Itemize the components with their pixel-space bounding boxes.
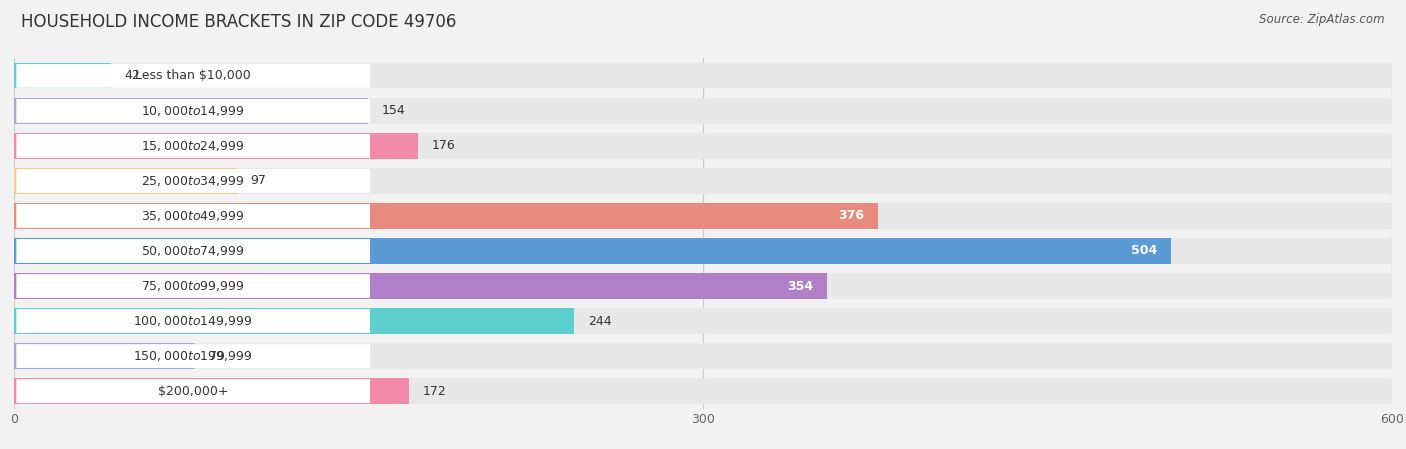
Bar bbox=[14, 273, 827, 299]
FancyBboxPatch shape bbox=[17, 274, 370, 298]
Bar bbox=[14, 168, 1392, 194]
FancyBboxPatch shape bbox=[17, 309, 370, 333]
Bar bbox=[14, 63, 1392, 88]
FancyBboxPatch shape bbox=[17, 134, 370, 158]
FancyBboxPatch shape bbox=[17, 204, 370, 228]
FancyBboxPatch shape bbox=[17, 169, 370, 193]
Text: $50,000 to $74,999: $50,000 to $74,999 bbox=[142, 244, 245, 258]
Text: 97: 97 bbox=[250, 175, 267, 187]
Bar bbox=[14, 343, 195, 369]
Bar bbox=[14, 379, 409, 404]
Text: $15,000 to $24,999: $15,000 to $24,999 bbox=[142, 139, 245, 153]
Text: $10,000 to $14,999: $10,000 to $14,999 bbox=[142, 104, 245, 118]
Bar bbox=[14, 203, 1392, 229]
FancyBboxPatch shape bbox=[17, 239, 370, 263]
Text: $150,000 to $199,999: $150,000 to $199,999 bbox=[134, 349, 253, 363]
FancyBboxPatch shape bbox=[17, 99, 370, 123]
Text: 354: 354 bbox=[787, 280, 813, 292]
Text: HOUSEHOLD INCOME BRACKETS IN ZIP CODE 49706: HOUSEHOLD INCOME BRACKETS IN ZIP CODE 49… bbox=[21, 13, 457, 31]
Bar bbox=[14, 379, 1392, 404]
Text: 244: 244 bbox=[588, 315, 612, 327]
Bar bbox=[14, 238, 1392, 264]
Text: 172: 172 bbox=[423, 385, 447, 397]
Text: $25,000 to $34,999: $25,000 to $34,999 bbox=[142, 174, 245, 188]
Text: 79: 79 bbox=[209, 350, 225, 362]
FancyBboxPatch shape bbox=[17, 379, 370, 403]
Bar bbox=[14, 238, 1171, 264]
Bar bbox=[14, 273, 1392, 299]
Text: $35,000 to $49,999: $35,000 to $49,999 bbox=[142, 209, 245, 223]
Bar bbox=[14, 168, 236, 194]
Text: Less than $10,000: Less than $10,000 bbox=[135, 70, 252, 82]
Bar bbox=[14, 63, 111, 88]
Text: Source: ZipAtlas.com: Source: ZipAtlas.com bbox=[1260, 13, 1385, 26]
Text: $75,000 to $99,999: $75,000 to $99,999 bbox=[142, 279, 245, 293]
Bar bbox=[14, 308, 575, 334]
Bar bbox=[14, 133, 418, 158]
Text: 154: 154 bbox=[381, 105, 405, 117]
Text: $200,000+: $200,000+ bbox=[157, 385, 228, 397]
Bar bbox=[14, 98, 368, 123]
FancyBboxPatch shape bbox=[17, 64, 370, 88]
Bar bbox=[14, 133, 1392, 158]
Bar bbox=[14, 308, 1392, 334]
Text: 376: 376 bbox=[838, 210, 863, 222]
Bar bbox=[14, 343, 1392, 369]
Text: 176: 176 bbox=[432, 140, 456, 152]
Text: 504: 504 bbox=[1132, 245, 1157, 257]
Bar bbox=[14, 98, 1392, 123]
FancyBboxPatch shape bbox=[17, 344, 370, 368]
Text: $100,000 to $149,999: $100,000 to $149,999 bbox=[134, 314, 253, 328]
Text: 42: 42 bbox=[124, 70, 141, 82]
Bar bbox=[14, 203, 877, 229]
